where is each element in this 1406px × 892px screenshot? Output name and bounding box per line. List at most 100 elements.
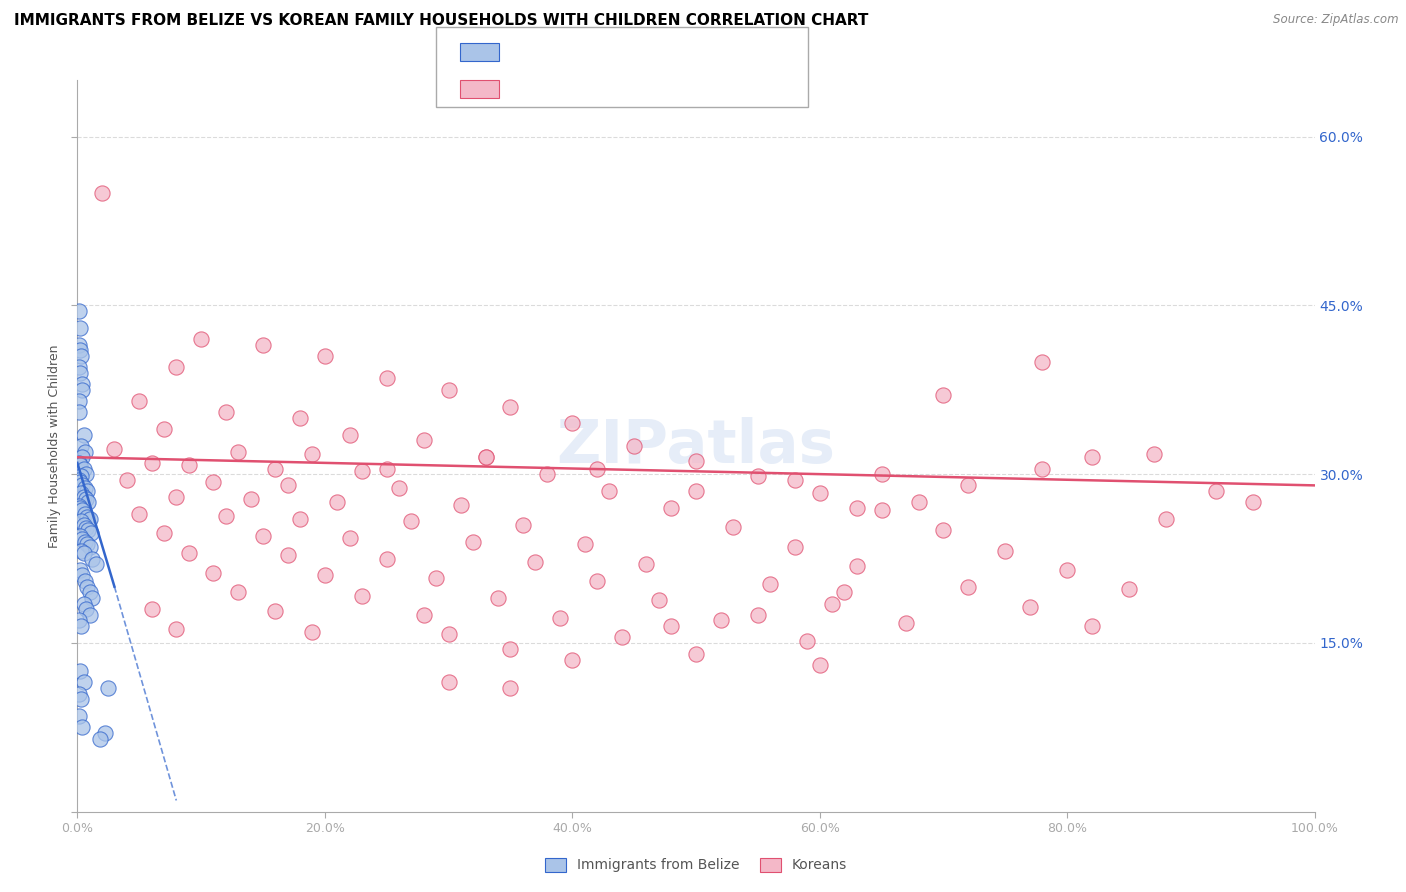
Point [610,630,633,644]
Point [215,508,238,523]
Point [277,548,299,562]
Point [79,512,101,526]
Point [288,410,311,425]
Point [70,692,93,706]
Point [72,450,94,465]
Point [524,555,547,569]
Point [685,483,707,498]
Point [437,383,460,397]
Point [252,529,274,543]
Point [226,585,249,599]
Point [685,647,707,661]
Point [932,388,955,402]
Point [165,360,187,375]
Point [70,515,93,529]
Point [67,394,90,409]
Legend: Immigrants from Belize, Koreans: Immigrants from Belize, Koreans [538,852,853,878]
Point [69,343,91,358]
Point [907,495,929,509]
Point [561,417,583,431]
Point [70,543,93,558]
Point [412,434,434,448]
Point [536,467,558,482]
Point [1081,450,1104,465]
Point [375,371,398,385]
Point [375,461,398,475]
Point [141,456,163,470]
Point [1019,599,1042,614]
Point [783,473,806,487]
Point [574,537,596,551]
Point [808,486,831,500]
Point [834,585,856,599]
Point [648,593,671,607]
Point [512,517,534,532]
Point [747,607,769,622]
Point [190,332,212,346]
Point [623,439,645,453]
Point [994,543,1017,558]
Point [870,503,893,517]
Point [586,574,609,588]
Point [759,577,782,591]
Point [548,611,571,625]
Point [67,456,90,470]
Point [1154,512,1177,526]
Point [72,461,94,475]
Point [70,377,93,392]
Point [339,427,361,442]
Point [685,453,707,467]
Point [165,490,187,504]
Point [115,473,138,487]
Point [72,383,94,397]
Point [932,524,955,538]
Point [845,559,868,574]
Point [69,475,91,489]
Point [288,512,311,526]
Text: 115: 115 [661,86,692,101]
Point [388,481,411,495]
Point [82,591,104,605]
Point [73,444,96,458]
Text: 69: 69 [661,48,682,63]
Point [845,500,868,515]
Point [561,653,583,667]
Point [80,525,103,540]
Point [1143,447,1166,461]
Point [73,574,96,588]
Point [128,394,150,409]
Point [957,580,980,594]
Point [215,405,238,419]
Point [598,483,620,498]
Point [153,422,176,436]
Text: -0.043: -0.043 [546,86,600,101]
Point [76,580,98,594]
Point [450,498,472,512]
Point [499,681,522,695]
Text: R =: R = [510,48,544,63]
Point [474,450,496,465]
Point [437,627,460,641]
Point [821,597,844,611]
Point [69,321,91,335]
Text: N =: N = [626,86,659,101]
Point [1056,563,1078,577]
Point [67,687,90,701]
Point [72,490,94,504]
Point [710,614,733,628]
Point [79,585,101,599]
Point [77,524,100,538]
Point [72,720,94,734]
Point [1031,461,1053,475]
Text: N =: N = [626,48,659,63]
Point [93,726,115,740]
Point [796,633,818,648]
Point [1118,582,1140,596]
Point [226,444,249,458]
Point [165,623,187,637]
Point [350,589,373,603]
Point [301,447,323,461]
Point [84,557,107,571]
Point [72,503,94,517]
Point [75,467,97,482]
